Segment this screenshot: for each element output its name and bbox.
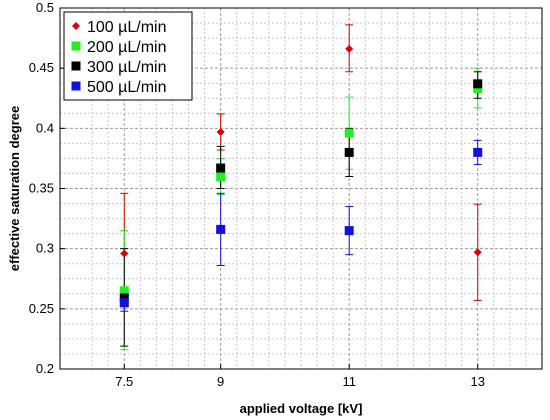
legend: 100 µL/min 200 µL/min 300 µL/min 500 µL/min bbox=[63, 11, 193, 101]
data-point bbox=[216, 127, 225, 136]
data-point bbox=[473, 79, 483, 89]
legend-label: 200 µL/min bbox=[87, 39, 166, 56]
x-axis-label: applied voltage [kV] bbox=[240, 401, 363, 416]
data-point bbox=[216, 224, 226, 234]
y-tick-label: 0.4 bbox=[36, 120, 54, 135]
x-tick-label: 11 bbox=[342, 374, 356, 389]
data-point bbox=[216, 163, 226, 173]
data-point bbox=[120, 249, 129, 258]
data-point bbox=[119, 286, 129, 296]
data-point bbox=[345, 44, 354, 53]
data-point bbox=[473, 248, 482, 257]
axis-ticks: 0.2 0.25 0.3 0.35 0.4 0.45 0.5 7.5 9 11 13 bbox=[29, 0, 485, 389]
legend-marker bbox=[71, 41, 81, 51]
y-tick-label: 0.2 bbox=[36, 361, 54, 376]
y-tick-label: 0.3 bbox=[36, 241, 54, 256]
data-point bbox=[119, 298, 129, 308]
data-point bbox=[473, 84, 483, 94]
y-axis-label: effective saturation degree bbox=[7, 106, 22, 271]
data-point bbox=[344, 226, 354, 236]
y-tick-label: 0.35 bbox=[29, 181, 54, 196]
data-point bbox=[344, 147, 354, 157]
x-tick-label: 9 bbox=[217, 374, 224, 389]
data-point bbox=[119, 293, 129, 303]
y-tick-label: 0.5 bbox=[36, 0, 54, 15]
data-point bbox=[216, 171, 226, 181]
legend-label: 500 µL/min bbox=[87, 79, 166, 96]
legend-marker bbox=[72, 22, 80, 30]
x-tick-label: 13 bbox=[470, 374, 484, 389]
legend-marker bbox=[71, 81, 81, 91]
legend-marker bbox=[71, 61, 81, 71]
data-points bbox=[119, 44, 483, 308]
x-tick-label: 7.5 bbox=[115, 374, 133, 389]
legend-box bbox=[63, 11, 193, 101]
data-point bbox=[344, 128, 354, 138]
y-tick-label: 0.45 bbox=[29, 60, 54, 75]
legend-label: 100 µL/min bbox=[87, 19, 166, 36]
data-point bbox=[473, 147, 483, 157]
y-tick-label: 0.25 bbox=[29, 301, 54, 316]
legend-label: 300 µL/min bbox=[87, 59, 166, 76]
